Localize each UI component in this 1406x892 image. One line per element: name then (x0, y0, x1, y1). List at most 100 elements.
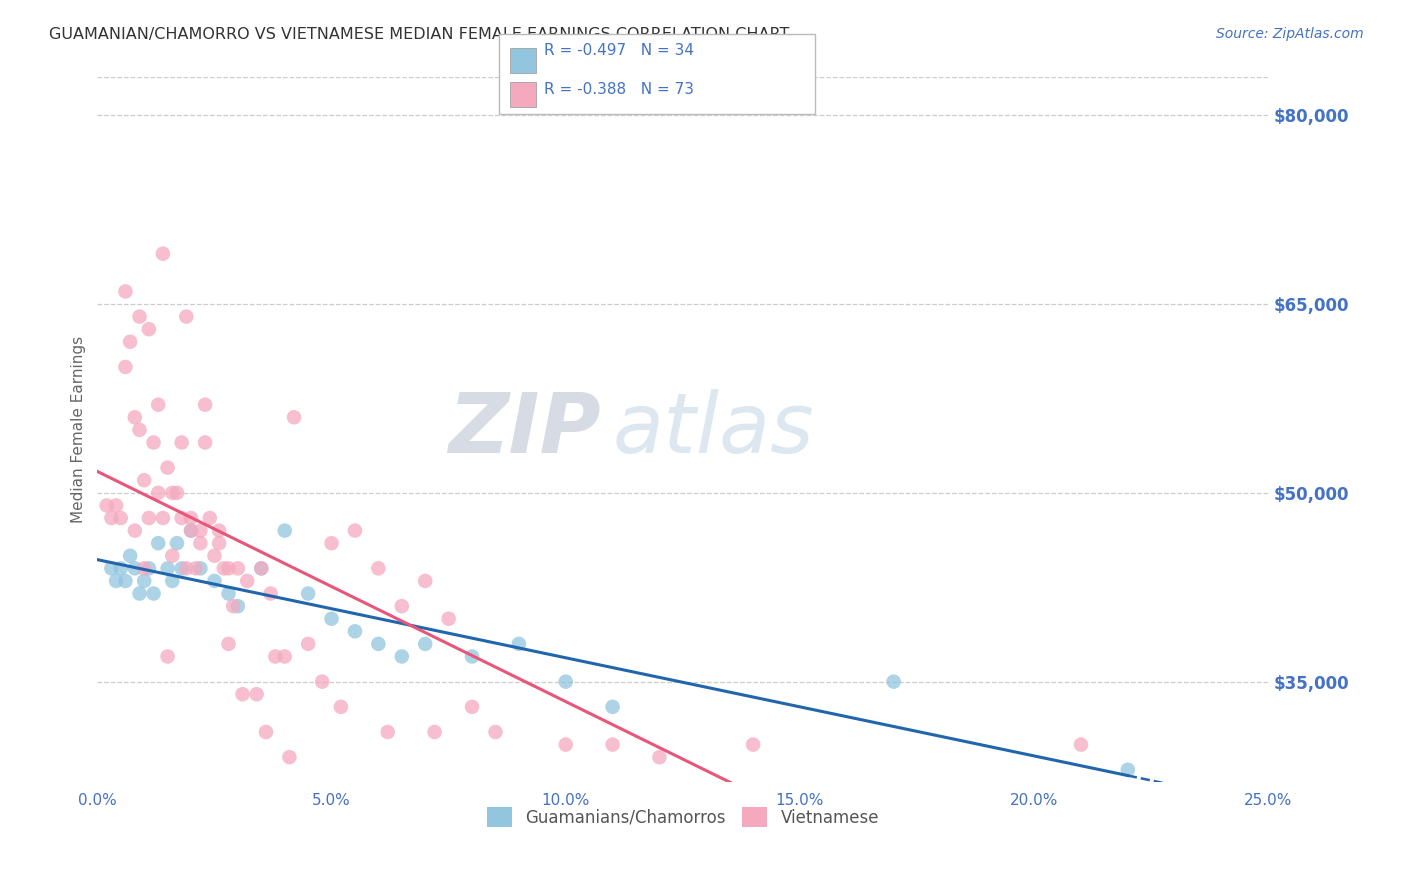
Point (170, 561, 193, 575)
Point (204, 574, 226, 588)
Point (343, 624, 366, 639)
Point (273, 524, 295, 538)
Point (138, 511, 160, 525)
Point (180, 524, 202, 538)
Point (142, 586, 165, 600)
Point (883, 674, 905, 689)
Point (105, 574, 128, 588)
Point (152, 246, 174, 260)
Point (367, 637, 389, 651)
Point (124, 561, 146, 575)
Point (260, 586, 283, 600)
Point (180, 511, 202, 525)
Point (602, 699, 624, 714)
Point (184, 561, 207, 575)
Point (218, 586, 240, 600)
Point (105, 499, 128, 513)
Point (128, 423, 150, 437)
Point (273, 649, 295, 664)
Point (152, 511, 174, 525)
Point (222, 599, 245, 614)
Point (1070, 738, 1092, 752)
Point (321, 536, 343, 550)
Point (120, 334, 142, 349)
Point (554, 738, 576, 752)
Point (208, 524, 231, 538)
Point (166, 536, 188, 550)
Point (138, 561, 160, 575)
Point (96, 499, 118, 513)
Point (1116, 763, 1139, 777)
Y-axis label: Median Female Earnings: Median Female Earnings (72, 336, 86, 524)
Point (134, 561, 156, 575)
Point (148, 486, 170, 500)
Point (194, 435, 217, 450)
Point (461, 699, 484, 714)
Point (508, 637, 530, 651)
Point (413, 574, 436, 588)
Point (742, 738, 765, 752)
Point (134, 574, 156, 588)
Text: R = -0.497   N = 34: R = -0.497 N = 34 (544, 43, 695, 58)
Point (297, 637, 319, 651)
Text: Source: ZipAtlas.com: Source: ZipAtlas.com (1216, 27, 1364, 41)
Point (156, 649, 179, 664)
Point (170, 511, 193, 525)
Point (114, 285, 136, 299)
Point (278, 750, 301, 764)
Point (329, 699, 352, 714)
Point (194, 398, 217, 412)
Point (128, 310, 150, 324)
Point (148, 536, 170, 550)
Point (100, 561, 122, 575)
Point (226, 561, 249, 575)
Point (162, 549, 184, 563)
Text: atlas: atlas (613, 390, 814, 470)
Point (128, 586, 150, 600)
Point (254, 725, 277, 739)
Point (297, 586, 319, 600)
Point (218, 637, 240, 651)
Point (166, 486, 188, 500)
Point (162, 486, 184, 500)
Legend: Guamanians/Chamorros, Vietnamese: Guamanians/Chamorros, Vietnamese (479, 800, 886, 834)
Point (148, 398, 170, 412)
Point (142, 435, 165, 450)
Point (138, 322, 160, 336)
Point (208, 536, 231, 550)
Point (232, 687, 254, 701)
Point (190, 536, 212, 550)
Point (134, 473, 156, 487)
Point (391, 599, 413, 614)
Point (437, 612, 460, 626)
Point (648, 750, 671, 764)
Point (250, 561, 273, 575)
Point (602, 738, 624, 752)
Point (423, 725, 446, 739)
Point (343, 524, 366, 538)
Point (198, 511, 221, 525)
Point (162, 574, 184, 588)
Point (180, 524, 202, 538)
Point (367, 561, 389, 575)
Point (246, 687, 269, 701)
Text: R = -0.388   N = 73: R = -0.388 N = 73 (544, 82, 695, 97)
Point (156, 460, 179, 475)
Point (226, 599, 249, 614)
Point (176, 561, 198, 575)
Point (283, 410, 305, 425)
Point (311, 674, 333, 689)
Point (110, 561, 132, 575)
Point (110, 511, 132, 525)
Point (212, 561, 235, 575)
Point (124, 524, 146, 538)
Point (236, 574, 259, 588)
Point (120, 549, 142, 563)
Point (484, 725, 506, 739)
Point (264, 649, 287, 664)
Point (554, 674, 576, 689)
Point (250, 561, 273, 575)
Point (156, 561, 179, 575)
Point (170, 435, 193, 450)
Point (461, 649, 484, 664)
